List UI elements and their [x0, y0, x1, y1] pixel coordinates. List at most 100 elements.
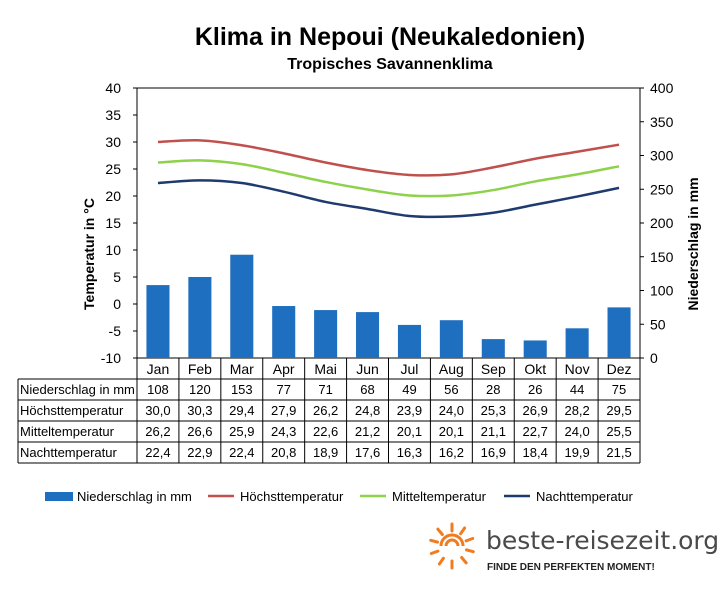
x-tick-label: Feb [188, 361, 212, 377]
table-row-header: Nachttemperatur [20, 445, 117, 460]
table-cell: 18,9 [313, 445, 338, 460]
temperature-line [157, 139, 620, 177]
chart-title: Klima in Nepoui (Neukaledonien) [195, 23, 585, 51]
precipitation-bar [439, 320, 463, 358]
left-tick-label: 10 [105, 242, 121, 258]
right-tick-label: 150 [650, 249, 674, 265]
x-tick-label: Dez [607, 361, 632, 377]
x-tick-label: Nov [565, 361, 590, 377]
table-cell: 19,9 [564, 445, 589, 460]
chart-subtitle: Tropisches Savannenklima [287, 56, 493, 73]
precipitation-bar [314, 310, 338, 358]
left-tick-label: 5 [113, 269, 121, 285]
right-tick-label: 100 [650, 283, 674, 299]
table-cell: 120 [189, 382, 211, 397]
right-tick-label: 400 [650, 80, 674, 96]
table-cell: 16,2 [439, 445, 464, 460]
x-tick-label: Jun [356, 361, 379, 377]
left-tick-label: 30 [105, 134, 121, 150]
table-cell: 26,2 [313, 403, 338, 418]
precipitation-bar [607, 307, 631, 358]
data-table: Jan Feb Mar Apr Mai Jun Jul Aug Sep Okt Nov Dez Nied… [17, 358, 641, 464]
table-cell: 29,5 [606, 403, 631, 418]
table-cell: 18,4 [523, 445, 548, 460]
left-tick-label: -5 [109, 323, 122, 339]
table-cell: 24,8 [355, 403, 380, 418]
table-cell: 22,7 [523, 424, 548, 439]
table-cell: 21,1 [481, 424, 506, 439]
table-cell: 26,6 [187, 424, 212, 439]
left-tick-label: 15 [105, 215, 121, 231]
precipitation-bar [397, 324, 421, 358]
temperature-lines [157, 139, 620, 219]
table-cell: 75 [612, 382, 626, 397]
table-cell: 77 [276, 382, 290, 397]
table-cell: 22,9 [187, 445, 212, 460]
sun-icon [429, 522, 475, 570]
table-cell: 153 [231, 382, 253, 397]
table-cell: 30,0 [145, 403, 170, 418]
table-cell: 21,5 [606, 445, 631, 460]
x-tick-label: Jul [401, 361, 419, 377]
table-cell: 22,4 [229, 445, 254, 460]
table-cell: 25,5 [606, 424, 631, 439]
table-cell: 17,6 [355, 445, 380, 460]
left-tick-label: 40 [105, 80, 121, 96]
table-row-header: Mitteltemperatur [20, 424, 115, 439]
x-tick-label: Mar [230, 361, 254, 377]
table-cell: 25,9 [229, 424, 254, 439]
table-cell: 29,4 [229, 403, 254, 418]
precipitation-bar [356, 312, 380, 358]
left-axis-title: Temperatur in °C [81, 198, 97, 310]
legend-label: Nachttemperatur [536, 489, 633, 504]
legend-label: Mitteltemperatur [392, 489, 487, 504]
left-tick-label: 20 [105, 188, 121, 204]
table-cell: 26,9 [523, 403, 548, 418]
right-tick-label: 350 [650, 114, 674, 130]
plot-area [136, 87, 641, 359]
x-tick-label: Okt [524, 361, 546, 377]
table-cell: 28 [486, 382, 500, 397]
precipitation-bar [230, 254, 254, 358]
brand-slogan: FINDE DEN PERFEKTEN MOMENT! [487, 562, 655, 573]
table-cell: 20,8 [271, 445, 296, 460]
table-cell: 16,9 [481, 445, 506, 460]
table-cell: 28,2 [564, 403, 589, 418]
right-axis-ticks: 0 50 100 150 200 250 300 350 400 [640, 80, 674, 366]
table-cell: 23,9 [397, 403, 422, 418]
table-cell: 20,1 [397, 424, 422, 439]
brand-url: beste-reisezeit.org [486, 526, 719, 555]
left-axis-ticks: -10 -5 0 5 10 15 20 25 30 35 40 [101, 80, 137, 366]
table-cell: 16,3 [397, 445, 422, 460]
table-cell: 24,0 [564, 424, 589, 439]
right-tick-label: 300 [650, 148, 674, 164]
legend-swatch [45, 492, 73, 501]
precipitation-bar [188, 277, 212, 358]
right-tick-label: 250 [650, 181, 674, 197]
x-tick-label: Jan [147, 361, 170, 377]
table-cell: 24,3 [271, 424, 296, 439]
x-tick-label: Sep [481, 361, 506, 377]
brand-logo: beste-reisezeit.org FINDE DEN PERFEKTEN … [429, 522, 719, 573]
left-tick-label: 35 [105, 107, 121, 123]
table-cell: 56 [444, 382, 458, 397]
table-cell: 22,4 [145, 445, 170, 460]
table-cell: 26,2 [145, 424, 170, 439]
table-cell: 49 [402, 382, 416, 397]
temperature-line [157, 179, 620, 219]
table-cell: 71 [318, 382, 332, 397]
precipitation-bars [146, 254, 631, 358]
right-tick-label: 200 [650, 215, 674, 231]
precipitation-bar [146, 285, 170, 358]
table-row-header: Höchsttemperatur [20, 403, 124, 418]
table-cell: 25,3 [481, 403, 506, 418]
legend-label: Höchsttemperatur [240, 489, 344, 504]
table-cell: 68 [360, 382, 374, 397]
precipitation-bar [272, 306, 296, 358]
table-cell: 30,3 [187, 403, 212, 418]
table-cell: 20,1 [439, 424, 464, 439]
x-tick-label: Apr [273, 361, 295, 377]
table-cell: 22,6 [313, 424, 338, 439]
table-row-header: Niederschlag in mm [20, 382, 135, 397]
